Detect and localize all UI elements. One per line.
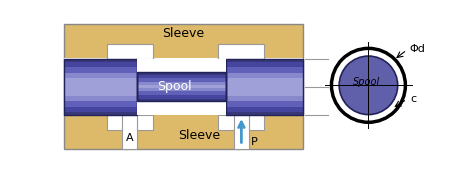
Text: Spool: Spool: [353, 77, 381, 87]
Circle shape: [339, 56, 398, 115]
Bar: [219, 44, 264, 59]
Text: Sleeve: Sleeve: [178, 129, 220, 142]
Bar: [107, 115, 153, 130]
Bar: [64, 59, 137, 115]
Bar: [64, 59, 137, 115]
Bar: [64, 62, 137, 111]
Text: Spool: Spool: [157, 80, 191, 93]
Bar: [137, 72, 226, 101]
Bar: [137, 82, 226, 92]
Bar: [226, 59, 303, 115]
Bar: [64, 24, 303, 149]
Bar: [137, 72, 226, 101]
Bar: [137, 78, 226, 95]
Bar: [226, 59, 303, 115]
Text: Φd: Φd: [409, 44, 425, 54]
Bar: [226, 73, 303, 101]
Text: P: P: [251, 137, 257, 147]
Bar: [64, 58, 303, 115]
Bar: [226, 62, 303, 111]
Bar: [137, 74, 226, 99]
Bar: [122, 115, 137, 149]
Bar: [64, 67, 137, 107]
Bar: [64, 73, 137, 101]
Text: A: A: [126, 133, 134, 143]
Bar: [137, 59, 226, 72]
Circle shape: [331, 48, 405, 122]
Bar: [234, 115, 249, 149]
Bar: [219, 115, 264, 130]
Bar: [226, 67, 303, 107]
Bar: [107, 44, 153, 59]
Bar: [226, 78, 303, 96]
Bar: [64, 78, 137, 96]
Text: c: c: [410, 94, 416, 104]
Text: Sleeve: Sleeve: [163, 27, 205, 40]
Bar: [137, 72, 226, 101]
Bar: [137, 85, 226, 88]
Bar: [137, 101, 226, 115]
